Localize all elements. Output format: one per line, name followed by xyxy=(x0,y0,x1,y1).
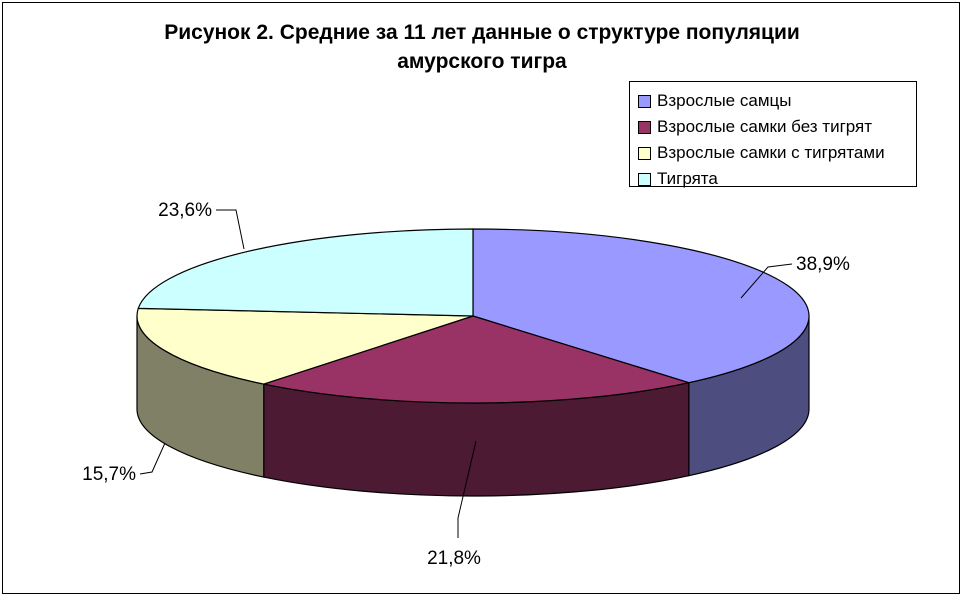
legend-label-cubs: Тигрята xyxy=(657,169,718,188)
legend-swatch-females-without-cubs xyxy=(638,120,651,134)
legend-swatch-cubs xyxy=(638,172,651,186)
legend-swatch-females-with-cubs xyxy=(638,146,651,160)
chart-title-line-2: амурского тигра xyxy=(397,50,567,73)
leader-line-adult-males xyxy=(740,263,793,299)
legend-label-females-without-cubs: Взрослые самки без тигрят xyxy=(657,117,873,136)
legend-item-adult-males: Взрослые самцы xyxy=(638,88,916,114)
pie-slice-females-with-cubs xyxy=(136,307,474,385)
data-label-females-without-cubs: 21,8% xyxy=(427,548,481,569)
chart-title-line-1: Рисунок 2. Средние за 11 лет данные о ст… xyxy=(164,21,800,44)
leader-line-females-with-cubs xyxy=(139,442,166,475)
chart-title: Рисунок 2. Средние за 11 лет данные о ст… xyxy=(0,18,964,76)
legend-label-adult-males: Взрослые самцы xyxy=(657,91,792,110)
chart-legend: Взрослые самцы Взрослые самки без тигрят… xyxy=(629,81,917,188)
pie-slice-females-without-cubs xyxy=(263,315,690,404)
leader-line-cubs xyxy=(216,209,245,250)
data-label-females-with-cubs: 15,7% xyxy=(82,464,136,485)
legend-swatch-adult-males xyxy=(638,94,651,108)
leader-line-females-without-cubs xyxy=(457,440,477,538)
pie-slice-cubs xyxy=(137,228,474,317)
data-label-adult-males: 38,9% xyxy=(796,254,850,275)
legend-item-cubs: Тигрята xyxy=(638,166,916,192)
pie-slice-adult-males xyxy=(472,228,810,384)
legend-item-females-with-cubs: Взрослые самки с тигрятами xyxy=(638,140,916,166)
data-label-cubs: 23,6% xyxy=(158,200,212,221)
legend-label-females-with-cubs: Взрослые самки с тигрятами xyxy=(657,143,885,162)
legend-item-females-without-cubs: Взрослые самки без тигрят xyxy=(638,114,916,140)
